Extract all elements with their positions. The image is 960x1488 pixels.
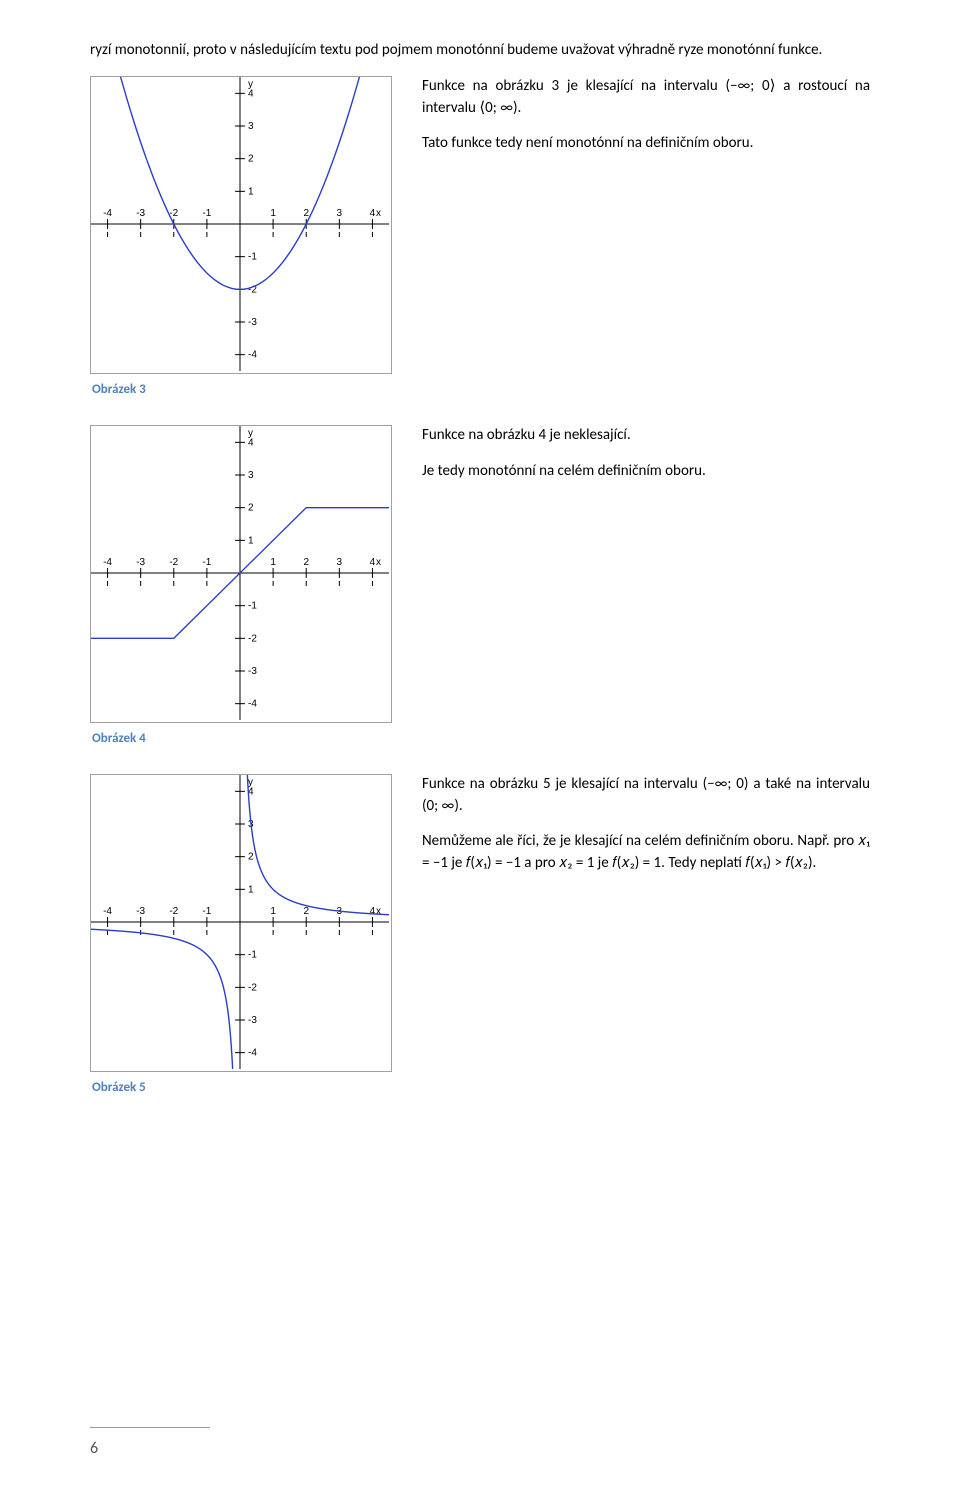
row-figure-5: -4-3-2-11234-4-3-2-11234xy Funkce na obr… (90, 774, 870, 1072)
intro-line1: ryzí monotonnií, proto v následujícím te… (90, 41, 703, 59)
svg-text:-3: -3 (248, 1015, 257, 1026)
svg-text:4: 4 (370, 557, 376, 568)
svg-text:y: y (248, 79, 253, 90)
svg-text:-1: -1 (248, 949, 257, 960)
svg-text:y: y (248, 428, 253, 439)
svg-text:-2: -2 (169, 906, 178, 917)
fig3-text-1: Funkce na obrázku 3 je klesající na inte… (422, 76, 870, 120)
fig3-text-2: Tato funkce tedy není monotónní na defin… (422, 133, 870, 155)
svg-text:3: 3 (337, 208, 343, 219)
footer-rule (90, 1427, 210, 1428)
row-figure-3: -4-3-2-11234-4-3-2-11234xy Funkce na obr… (90, 76, 870, 374)
svg-text:-4: -4 (248, 1047, 257, 1058)
fig4-text-1: Funkce na obrázku 4 je neklesající. (422, 425, 870, 447)
fig4-text-2: Je tedy monotónní na celém definičním ob… (422, 461, 870, 483)
svg-text:-1: -1 (202, 208, 211, 219)
svg-text:1: 1 (270, 906, 276, 917)
chart-figure-5: -4-3-2-11234-4-3-2-11234xy (90, 774, 392, 1072)
caption-figure-4: Obrázek 4 (92, 731, 870, 746)
svg-text:-4: -4 (248, 349, 257, 360)
svg-text:2: 2 (303, 208, 309, 219)
svg-text:2: 2 (248, 502, 254, 513)
page-number: 6 (90, 1439, 98, 1458)
svg-text:-1: -1 (248, 600, 257, 611)
svg-text:4: 4 (370, 208, 376, 219)
svg-text:3: 3 (248, 121, 254, 132)
svg-text:-4: -4 (103, 208, 112, 219)
svg-text:1: 1 (270, 557, 276, 568)
chart-figure-4: -4-3-2-11234-4-3-2-11234xy (90, 425, 392, 723)
fig5-text-1: Funkce na obrázku 5 je klesající na inte… (422, 774, 870, 818)
svg-text:3: 3 (337, 557, 343, 568)
svg-text:2: 2 (248, 851, 254, 862)
svg-text:-4: -4 (103, 557, 112, 568)
svg-text:-3: -3 (248, 317, 257, 328)
svg-text:-3: -3 (136, 208, 145, 219)
svg-text:4: 4 (370, 906, 376, 917)
desc-figure-3: Funkce na obrázku 3 je klesající na inte… (392, 76, 870, 169)
svg-text:x: x (376, 208, 381, 219)
svg-text:1: 1 (248, 884, 254, 895)
svg-text:-3: -3 (248, 666, 257, 677)
row-figure-4: -4-3-2-11234-4-3-2-11234xy Funkce na obr… (90, 425, 870, 723)
svg-text:x: x (376, 557, 381, 568)
svg-text:3: 3 (248, 470, 254, 481)
svg-text:-2: -2 (169, 557, 178, 568)
svg-text:-2: -2 (248, 633, 257, 644)
chart-figure-3: -4-3-2-11234-4-3-2-11234xy (90, 76, 392, 374)
svg-text:1: 1 (248, 186, 254, 197)
svg-text:-1: -1 (202, 557, 211, 568)
intro-paragraph: ryzí monotonnií, proto v následujícím te… (90, 40, 870, 62)
svg-text:2: 2 (248, 153, 254, 164)
svg-text:-3: -3 (136, 906, 145, 917)
caption-figure-3: Obrázek 3 (92, 382, 870, 397)
intro-line2: monotónní funkce. (707, 41, 822, 59)
desc-figure-5: Funkce na obrázku 5 je klesající na inte… (392, 774, 870, 889)
svg-text:-4: -4 (103, 906, 112, 917)
svg-text:-2: -2 (248, 982, 257, 993)
svg-text:-3: -3 (136, 557, 145, 568)
svg-text:2: 2 (303, 906, 309, 917)
fig5-text-2: Nemůžeme ale říci, že je klesající na ce… (422, 831, 870, 875)
svg-text:-4: -4 (248, 698, 257, 709)
svg-text:2: 2 (303, 557, 309, 568)
caption-figure-5: Obrázek 5 (92, 1080, 870, 1095)
svg-text:-1: -1 (202, 906, 211, 917)
svg-text:1: 1 (248, 535, 254, 546)
svg-text:y: y (248, 777, 253, 788)
svg-text:-1: -1 (248, 251, 257, 262)
desc-figure-4: Funkce na obrázku 4 je neklesající. Je t… (392, 425, 870, 497)
svg-text:x: x (376, 906, 381, 917)
svg-text:1: 1 (270, 208, 276, 219)
